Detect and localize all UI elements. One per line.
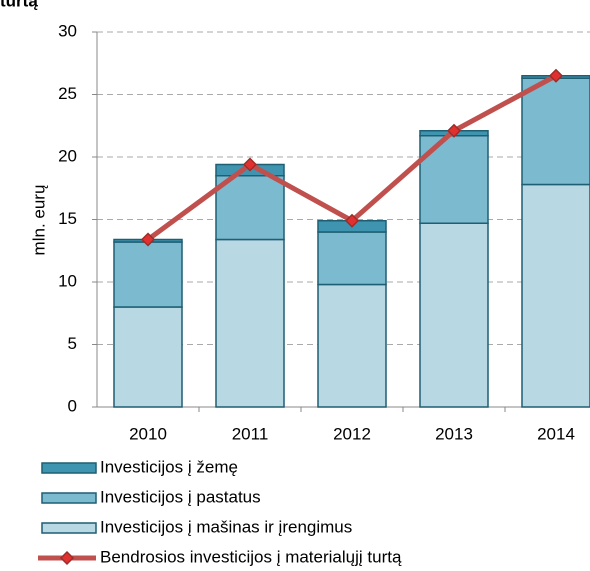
- line-marker: [242, 157, 258, 172]
- x-tick-label: 2012: [333, 424, 371, 443]
- y-tick-label: 5: [68, 334, 77, 353]
- bar-segment: [215, 238, 285, 408]
- bar-segment: [521, 183, 590, 408]
- legend-swatch: [41, 492, 97, 504]
- y-tick-label: 30: [58, 21, 77, 40]
- bar-segment: [113, 241, 183, 308]
- legend-swatch: [41, 522, 97, 534]
- bar-segment: [419, 135, 489, 224]
- bar-segment: [419, 222, 489, 408]
- bar-segment: [317, 231, 387, 286]
- y-tick-label: 15: [58, 209, 77, 228]
- bar-segment: [215, 175, 285, 241]
- legend-swatch: [41, 462, 97, 474]
- bar-segment: [521, 77, 590, 186]
- legend-label: Investicijos į pastatus: [100, 487, 261, 506]
- line-marker: [344, 213, 360, 228]
- legend-label: Bendrosios investicijos į materialųjį tu…: [100, 547, 402, 566]
- legend-label: Investicijos į mašinas ir įrengimus: [100, 517, 352, 536]
- x-tick-label: 2013: [435, 424, 473, 443]
- line-marker: [548, 68, 564, 83]
- legend-marker: [59, 550, 75, 566]
- line-marker: [446, 123, 462, 138]
- bar-segment: [113, 306, 183, 408]
- bar-segment: [317, 283, 387, 408]
- x-tick-label: 2014: [537, 424, 575, 443]
- chart-title: turtą: [0, 0, 38, 10]
- line-marker: [140, 232, 156, 247]
- y-tick-label: 10: [58, 271, 77, 290]
- x-tick-label: 2011: [232, 424, 269, 443]
- legend-label: Investicijos į žemę: [100, 457, 238, 476]
- y-tick-label: 20: [58, 146, 77, 165]
- x-tick-label: 2010: [129, 424, 167, 443]
- y-tick-label: 0: [68, 396, 77, 415]
- y-tick-label: 25: [58, 84, 77, 103]
- y-axis-label: mln. eurų: [29, 185, 48, 256]
